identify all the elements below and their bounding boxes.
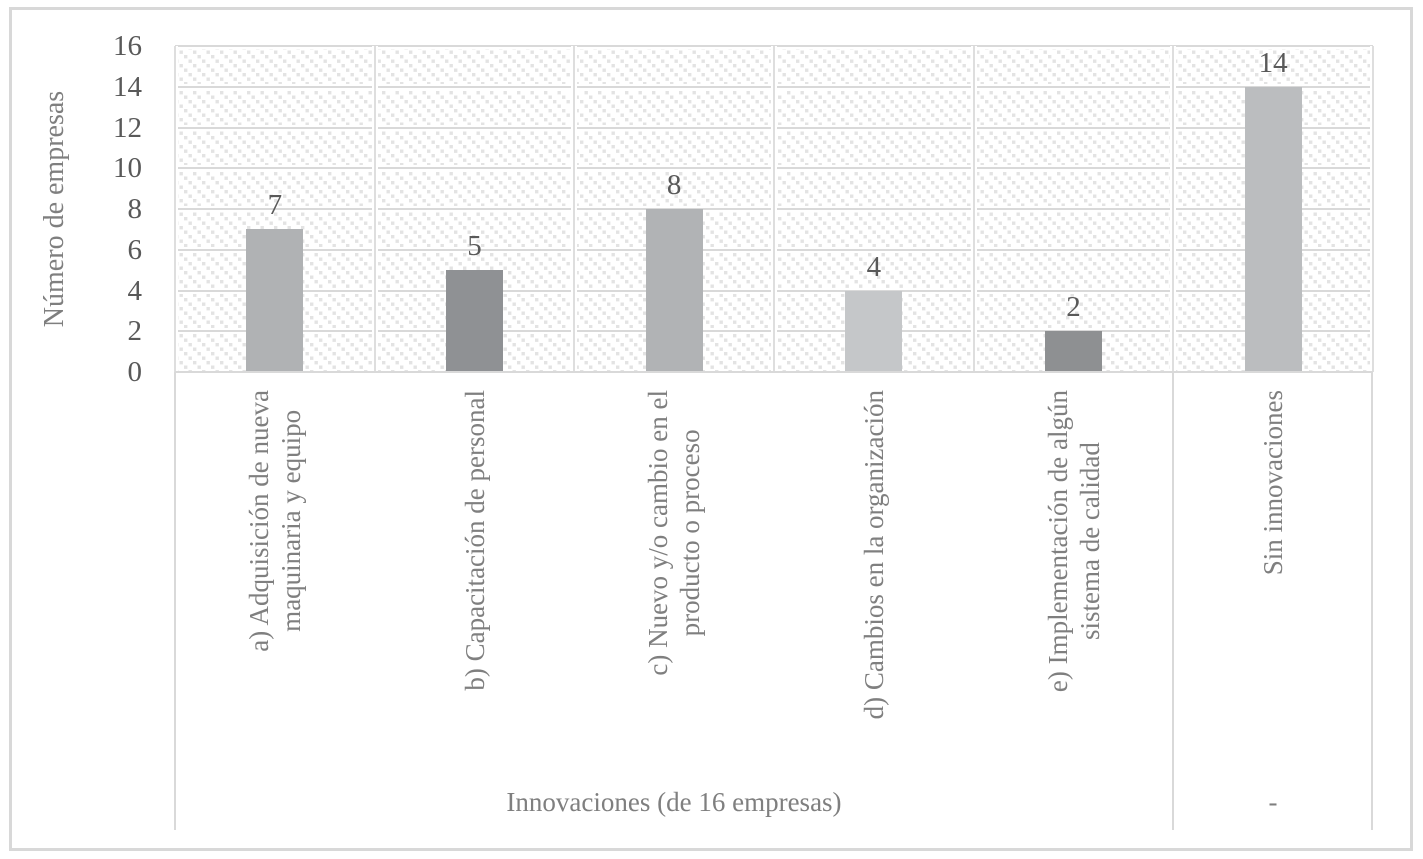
category-label-6: Sin innovaciones [1256, 380, 1290, 770]
axis-divider-left [174, 372, 176, 830]
bar-3 [645, 209, 703, 372]
category-label-5: e) Implementación de algún sistema de ca… [1041, 380, 1107, 770]
category-label-text: e) Implementación de algún sistema de ca… [1042, 390, 1105, 693]
category-label-2: b) Capacitación de personal [458, 380, 492, 770]
x-axis-group-label-dash: - [1268, 787, 1278, 817]
bar-value-label-2: 5 [467, 230, 482, 263]
bar-value-label-4: 4 [866, 250, 882, 283]
ytick-label-8: 8 [127, 193, 143, 225]
ytick-label-4: 4 [127, 274, 143, 307]
axis-divider-group [1172, 372, 1174, 830]
gridline-x-6 [1372, 46, 1374, 372]
category-label-4: d) Cambios en la organización [857, 380, 891, 770]
bar-4 [845, 290, 903, 372]
category-label-text: d) Cambios en la organización [858, 390, 889, 720]
category-label-1: a) Adquisición de nueva maquinaria y equ… [242, 380, 308, 770]
bar-value-label-1: 7 [267, 189, 283, 222]
gridline-x-3 [773, 46, 775, 372]
ytick-label-10: 10 [113, 152, 142, 185]
category-label-text: b) Capacitación de personal [459, 390, 490, 691]
ytick-label-12: 12 [113, 111, 142, 144]
bar-5 [1045, 331, 1102, 372]
category-label-text: Sin innovaciones [1257, 390, 1288, 576]
bar-2 [446, 270, 503, 372]
bar-1 [246, 229, 304, 372]
bar-value-label-3: 8 [666, 169, 682, 201]
category-label-3: c) Nuevo y/o cambio en el producto o pro… [641, 380, 707, 770]
x-axis-line [175, 371, 1373, 373]
ytick-label-6: 6 [127, 233, 143, 266]
category-label-text: c) Nuevo y/o cambio en el producto o pro… [642, 390, 706, 676]
ytick-label-2: 2 [127, 315, 143, 348]
axis-divider-right [1371, 372, 1373, 830]
bar-value-label-5: 2 [1066, 291, 1081, 324]
gridline-x-1 [373, 46, 376, 372]
gridline-x-2 [573, 46, 576, 372]
plot-area [174, 45, 1374, 372]
category-label-text: a) Adquisición de nueva maquinaria y equ… [243, 390, 306, 652]
gridline-x-5 [1172, 46, 1175, 372]
gridline-x-4 [972, 46, 975, 372]
bar-6 [1244, 86, 1302, 372]
ytick-label-16: 16 [113, 30, 142, 62]
bar-value-label-6: 14 [1258, 46, 1288, 79]
x-axis-group-label-innovaciones: Innovaciones (de 16 empresas) [506, 787, 842, 817]
ytick-label-14: 14 [113, 70, 142, 103]
ytick-label-0: 0 [127, 356, 143, 388]
gridline-x-0 [174, 46, 176, 372]
